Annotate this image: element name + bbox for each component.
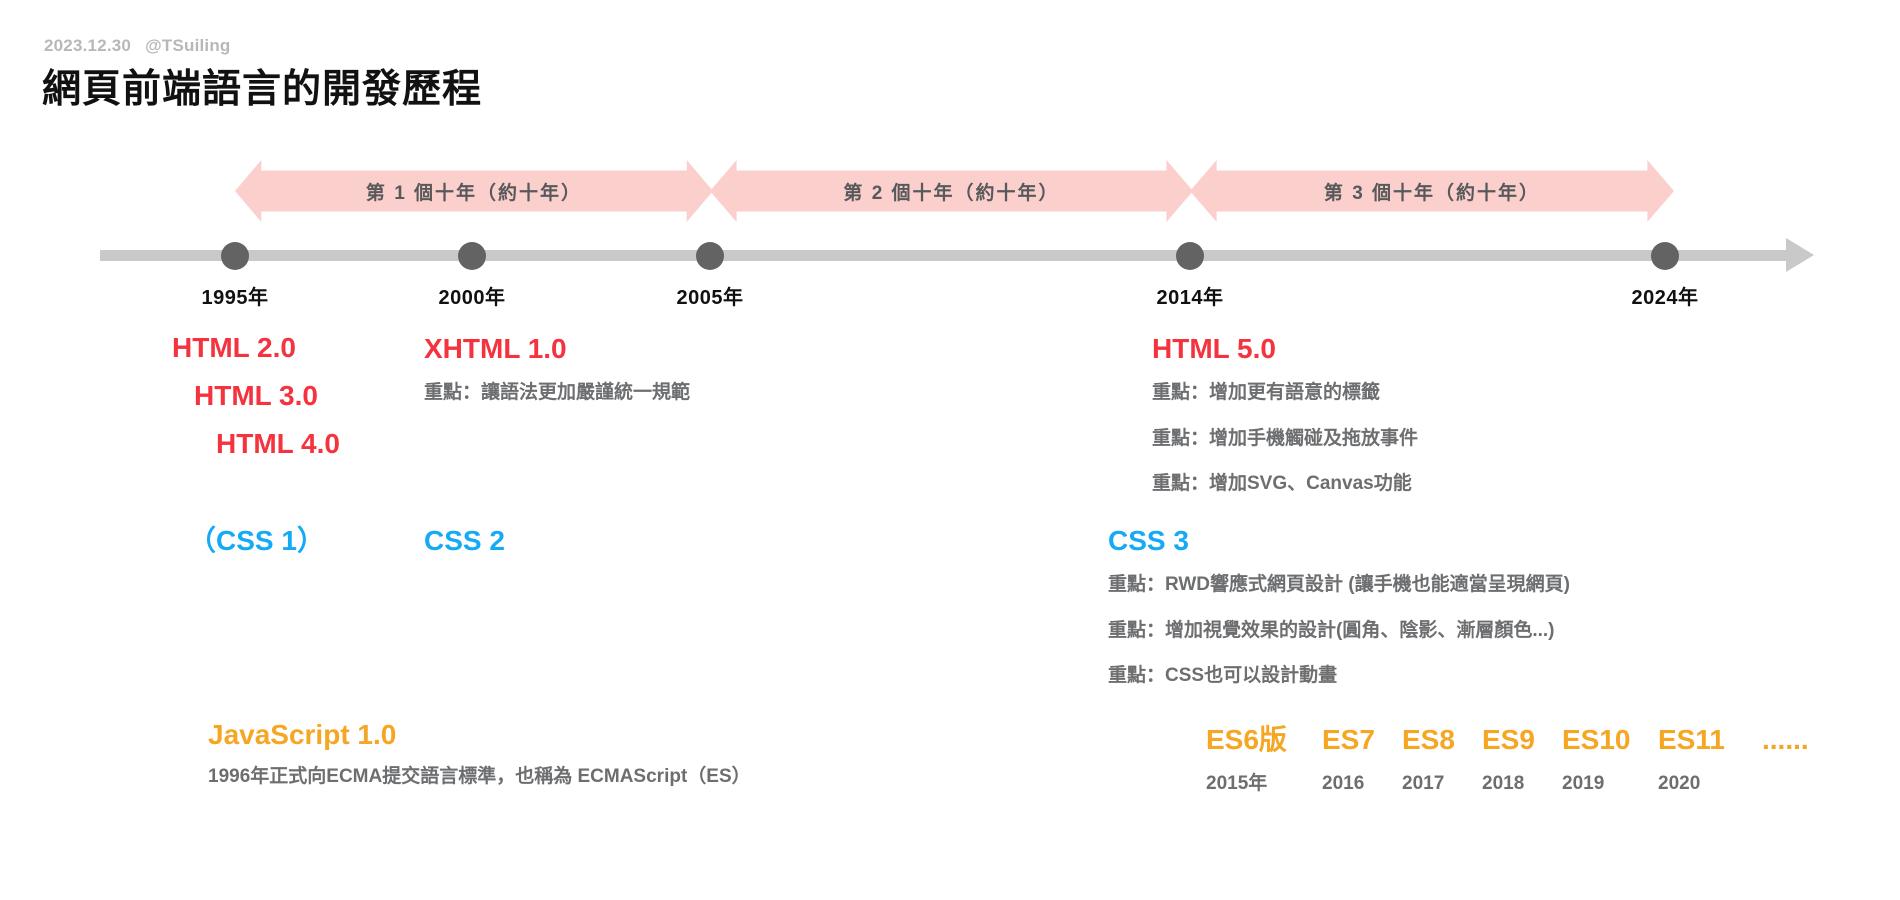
timeline-node-label: 2000年 — [438, 287, 506, 309]
ecmascript-year-label: 2020 — [1658, 773, 1701, 794]
ecmascript-year-label: 2019 — [1562, 773, 1605, 794]
ecmascript-version-label: ES11 — [1658, 724, 1725, 755]
byline: 2023.12.30 @TSuiling — [44, 36, 231, 56]
ecmascript-block: ES6版 ES7 ES8 ES9 ES10 ES11 ...... 2015年 … — [1206, 718, 1809, 795]
ecmascript-version-label: ES8 — [1402, 724, 1455, 755]
html-version-label: HTML 4.0 — [216, 428, 340, 459]
ecmascript-year-row: 2015年 2016 2017 2018 2019 2020 — [1206, 768, 1809, 795]
css3-note: 重點：增加視覺效果的設計(圓角、陰影、漸層顏色...) — [1108, 619, 1555, 641]
decade-band-group: 第 1 個十年（約十年） 第 2 個十年（約十年） 第 3 個十年（約十年） — [0, 160, 1900, 222]
javascript-note: 1996年正式向ECMA提交語言標準，也稱為 ECMAScript（ES） — [208, 766, 751, 788]
byline-date: 2023.12.30 — [44, 36, 132, 55]
timeline-node-dot — [1651, 242, 1679, 270]
javascript-block: JavaScript 1.0 1996年正式向ECMA提交語言標準，也稱為 EC… — [208, 720, 751, 793]
timeline-axis-arrowhead-icon — [1786, 238, 1814, 272]
html-version-label: HTML 2.0 — [172, 332, 296, 363]
ecmascript-year-label: 2017 — [1402, 773, 1445, 794]
decade-band-2: 第 2 個十年（約十年） — [710, 160, 1193, 222]
ecmascript-version-label: ES9 — [1482, 724, 1535, 755]
timeline-axis — [100, 250, 1790, 261]
html5-block: HTML 5.0 重點：增加更有語意的標籤 重點：增加手機觸碰及拖放事件 重點：… — [1152, 334, 1418, 499]
xhtml-block: XHTML 1.0 重點：讓語法更加嚴謹統一規範 — [424, 334, 690, 409]
html-early-versions-block: HTML 2.0 HTML 3.0 HTML 4.0 — [172, 334, 340, 478]
ecmascript-year-label: 2015年 — [1206, 773, 1268, 794]
xhtml-note: 重點：讓語法更加嚴謹統一規範 — [424, 382, 691, 404]
css1-title: （CSS 1） — [188, 525, 325, 556]
timeline-node-dot — [458, 242, 486, 270]
ecmascript-year-label: 2018 — [1482, 773, 1525, 794]
html5-note: 重點：增加手機觸碰及拖放事件 — [1152, 427, 1419, 449]
css3-block: CSS 3 重點：RWD響應式網頁設計 (讓手機也能適當呈現網頁) 重點：增加視… — [1108, 526, 1570, 691]
ecmascript-version-label: ES7 — [1322, 724, 1375, 755]
timeline-node-dot — [221, 242, 249, 270]
ecmascript-version-row: ES6版 ES7 ES8 ES9 ES10 ES11 ...... — [1206, 718, 1809, 758]
page-title: 網頁前端語言的開發歷程 — [42, 68, 483, 111]
html5-note: 重點：增加更有語意的標籤 — [1152, 382, 1381, 404]
css2-title: CSS 2 — [424, 525, 505, 556]
css3-note: 重點：RWD響應式網頁設計 (讓手機也能適當呈現網頁) — [1108, 574, 1570, 596]
html5-title: HTML 5.0 — [1152, 333, 1276, 364]
css3-note: 重點：CSS也可以設計動畫 — [1108, 665, 1338, 687]
timeline-node-label: 2024年 — [1631, 287, 1699, 309]
timeline-node-dot — [696, 242, 724, 270]
javascript-title: JavaScript 1.0 — [208, 719, 397, 750]
ecmascript-version-label: ES10 — [1562, 724, 1631, 755]
timeline-node-label: 2014年 — [1156, 287, 1224, 309]
decade-band-2-label: 第 2 個十年（約十年） — [843, 182, 1060, 204]
decade-band-1-label: 第 1 個十年（約十年） — [365, 182, 583, 204]
decade-band-3-label: 第 3 個十年（約十年） — [1323, 182, 1541, 204]
ecmascript-year-label: 2016 — [1322, 773, 1365, 794]
html-version-label: HTML 3.0 — [194, 380, 318, 411]
ecmascript-ellipsis: ...... — [1762, 724, 1809, 755]
xhtml-title: XHTML 1.0 — [424, 333, 567, 364]
css1-block: （CSS 1） — [188, 525, 325, 556]
timeline-node-label: 1995年 — [201, 287, 269, 309]
css2-block: CSS 2 — [424, 525, 505, 556]
html5-note: 重點：增加SVG、Canvas功能 — [1152, 473, 1412, 495]
decade-band-1: 第 1 個十年（約十年） — [235, 160, 713, 222]
timeline-node-label: 2005年 — [676, 287, 744, 309]
ecmascript-version-label: ES6版 — [1206, 724, 1287, 755]
byline-handle: @TSuiling — [145, 36, 231, 55]
decade-band-3: 第 3 個十年（約十年） — [1190, 160, 1674, 222]
css3-title: CSS 3 — [1108, 525, 1189, 556]
timeline-node-dot — [1176, 242, 1204, 270]
